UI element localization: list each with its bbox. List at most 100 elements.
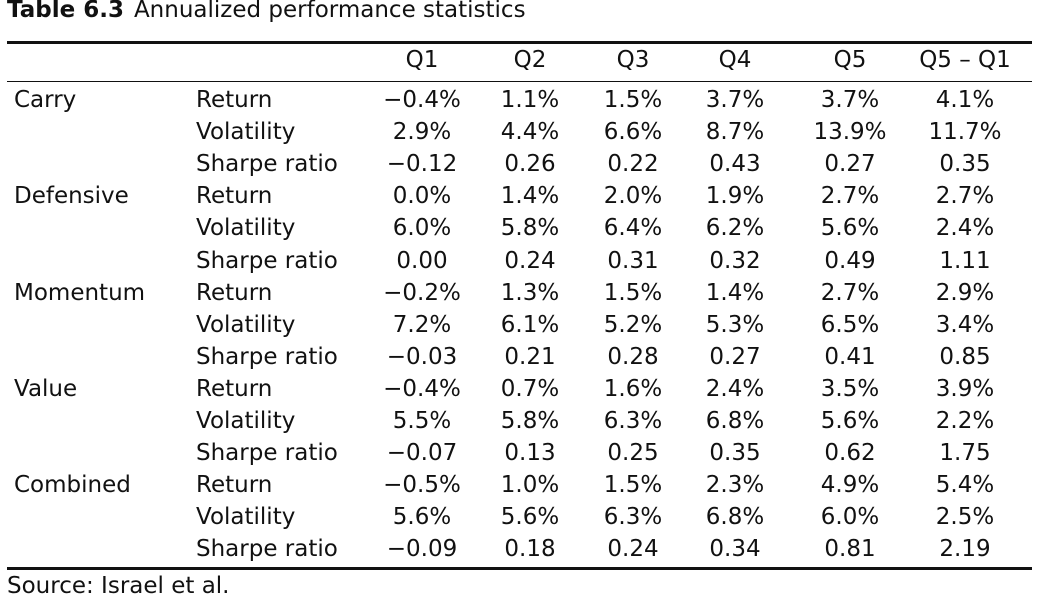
table-cell: −0.12	[386, 151, 458, 178]
table-cell: 2.7%	[820, 279, 880, 306]
table-caption: Annualized performance statistics	[133, 0, 526, 23]
table-cell: 0.24	[607, 536, 659, 563]
table-cell: 4.9%	[820, 472, 880, 499]
table-cell: 1.9%	[705, 183, 765, 210]
table-cell: 5.6%	[820, 215, 880, 242]
table-cell: 5.6%	[500, 504, 560, 531]
table-cell: −0.4%	[383, 375, 461, 402]
table-cell: 2.3%	[705, 472, 765, 499]
table-cell: 5.8%	[500, 215, 560, 242]
factor-name: Combined	[14, 472, 131, 499]
table-cell: 1.5%	[603, 87, 663, 113]
table-cell: 2.19	[939, 536, 991, 563]
table-cell: 3.5%	[820, 375, 880, 402]
table-cell: 5.8%	[500, 408, 560, 434]
table-cell: 4.1%	[935, 87, 995, 113]
table-cell: 4.4%	[500, 119, 560, 146]
table-cell: 0.32	[709, 247, 761, 274]
table-cell: 0.62	[824, 440, 876, 467]
table-cell: 2.0%	[603, 183, 663, 210]
table-cell: 0.34	[709, 536, 761, 563]
table-cell: 1.6%	[603, 375, 663, 402]
table-cell: 0.18	[504, 536, 556, 563]
table-cell: 3.4%	[935, 311, 995, 338]
table-cell: 0.85	[939, 343, 991, 370]
table-cell: 1.0%	[500, 472, 560, 499]
table-number: Table 6.3	[7, 0, 124, 23]
table-cell: 7.2%	[392, 311, 452, 338]
table-cell: 1.5%	[603, 472, 663, 499]
bottom-rule	[7, 567, 1032, 570]
table-cell: 13.9%	[813, 119, 887, 146]
table-cell: 1.4%	[500, 183, 560, 210]
table-cell: 5.6%	[820, 408, 880, 434]
table-cell: 0.43	[709, 151, 761, 178]
metric-label: Sharpe ratio	[196, 247, 338, 274]
table-cell: 1.5%	[603, 279, 663, 306]
table-cell: 5.5%	[392, 408, 452, 434]
table-cell: 5.6%	[392, 504, 452, 531]
table-cell: 0.81	[824, 536, 876, 563]
table-cell: 6.5%	[820, 311, 880, 338]
metric-label: Return	[196, 472, 273, 499]
table-cell: 1.11	[939, 247, 991, 274]
table-cell: 6.3%	[603, 408, 663, 434]
table-cell: 6.1%	[500, 311, 560, 338]
table-cell: 0.00	[396, 247, 448, 274]
table-cell: 0.28	[607, 343, 659, 370]
table-cell: 6.2%	[705, 215, 765, 242]
column-header: Q5 – Q1	[919, 47, 1011, 73]
table-cell: 0.24	[504, 247, 556, 274]
table-cell: 0.0%	[392, 183, 452, 210]
table-cell: 6.0%	[392, 215, 452, 242]
table-cell: 3.7%	[705, 87, 765, 113]
column-header: Q4	[718, 47, 752, 73]
table-cell: 6.6%	[603, 119, 663, 146]
table-cell: 0.35	[939, 151, 991, 178]
table-cell: 1.75	[939, 440, 991, 467]
table-cell: 0.27	[709, 343, 761, 370]
column-header: Q5	[833, 47, 867, 73]
table-cell: 11.7%	[928, 119, 1002, 146]
table-cell: 2.9%	[935, 279, 995, 306]
metric-label: Sharpe ratio	[196, 343, 338, 370]
factor-name: Value	[14, 375, 78, 402]
table-cell: 2.5%	[935, 504, 995, 531]
table-cell: 5.2%	[603, 311, 663, 338]
table-cell: 0.49	[824, 247, 876, 274]
table-cell: 0.21	[504, 343, 556, 370]
metric-label: Sharpe ratio	[196, 536, 338, 563]
table-cell: 2.2%	[935, 408, 995, 434]
table-cell: 0.13	[504, 440, 556, 467]
metric-label: Return	[196, 279, 273, 306]
table-cell: 0.25	[607, 440, 659, 467]
table-cell: 0.7%	[500, 375, 560, 402]
table-cell: 0.41	[824, 343, 876, 370]
table-cell: −0.03	[386, 343, 458, 370]
table-cell: −0.4%	[383, 87, 461, 113]
table-cell: 3.9%	[935, 375, 995, 402]
metric-label: Sharpe ratio	[196, 440, 338, 467]
factor-name: Carry	[14, 87, 77, 113]
table-cell: −0.07	[386, 440, 458, 467]
table-cell: 1.3%	[500, 279, 560, 306]
table-cell: 6.3%	[603, 504, 663, 531]
metric-label: Volatility	[196, 311, 296, 338]
metric-label: Volatility	[196, 504, 296, 531]
table-cell: 5.3%	[705, 311, 765, 338]
top-rule	[7, 41, 1032, 44]
metric-label: Volatility	[196, 408, 296, 434]
factor-name: Defensive	[14, 183, 129, 210]
metric-label: Return	[196, 183, 273, 210]
metric-label: Return	[196, 375, 273, 402]
table-cell: 6.0%	[820, 504, 880, 531]
table-cell: 0.35	[709, 440, 761, 467]
header-rule	[7, 81, 1032, 82]
table-cell: 0.31	[607, 247, 659, 274]
column-header: Q3	[616, 47, 650, 73]
table-cell: 1.4%	[705, 279, 765, 306]
table-cell: 0.22	[607, 151, 659, 178]
column-header: Q2	[513, 47, 547, 73]
table-cell: 6.8%	[705, 408, 765, 434]
table-cell: 1.1%	[500, 87, 560, 113]
